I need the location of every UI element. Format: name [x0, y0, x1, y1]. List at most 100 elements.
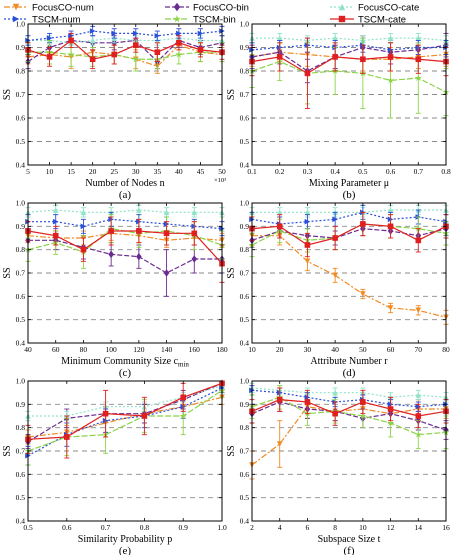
data-point: [415, 307, 422, 314]
x-tick-label: 12: [387, 523, 395, 532]
data-point: [141, 413, 148, 419]
y-tick-label: 0.8: [240, 245, 250, 254]
panel-label: (c): [119, 367, 132, 379]
data-point: [102, 410, 109, 417]
panel-a: 0.4 0.5 0.6 0.7 0.8 0.9 1.0 5 10 15 20 25 30 35 40 45 50…: [2, 20, 226, 202]
data-point: [163, 209, 170, 216]
y-tick-label: 0.8: [16, 67, 26, 76]
data-point: [276, 54, 283, 60]
data-point: [276, 396, 283, 403]
data-point: [89, 37, 96, 44]
data-point: [387, 207, 394, 213]
panel-label: (a): [119, 189, 132, 201]
data-point: [108, 228, 114, 234]
data-point: [387, 54, 394, 60]
data-point: [332, 272, 338, 279]
data-point: [52, 207, 59, 213]
panel-e: 0.40.50.60.70.80.91.00.5 0.6 0.7 0.8 0.9 1.0S…: [2, 377, 227, 555]
legend-label: FocusCO-bin: [193, 3, 249, 14]
x-tick-label: 5: [26, 167, 30, 176]
data-point: [304, 242, 311, 248]
series-tscm-num: [25, 25, 225, 46]
legend-item-tscm-bin: TSCM-bin: [165, 15, 236, 26]
series-focusco-cate: [249, 32, 449, 46]
series-line: [251, 389, 447, 408]
data-point: [415, 413, 422, 419]
series-line: [251, 387, 447, 398]
series-line: [251, 228, 447, 241]
x-tick-label: 20: [276, 345, 284, 354]
x-tick-label: 0.2: [275, 167, 285, 176]
x-tick-label: 50: [359, 345, 367, 354]
series-focusco-cate: [249, 204, 449, 218]
y-tick-label: 0.7: [240, 269, 250, 278]
data-point: [360, 291, 366, 297]
y-tick-label: 0.6: [16, 114, 26, 123]
data-point: [132, 42, 139, 48]
legend-item-focusco-cate: FocusCO-cate: [330, 3, 419, 14]
x-tick-label: 15: [67, 167, 75, 176]
y-tick-label: 0.8: [240, 67, 250, 76]
data-point: [304, 70, 311, 77]
series-line: [251, 44, 446, 51]
legend: FocusCO-num FocusCO-bin FocusCO-cate TSCM-n…: [4, 3, 419, 26]
data-point: [360, 399, 366, 405]
y-tick-label: 0.9: [240, 222, 250, 231]
x-axis-label: Subspace Size t: [318, 534, 381, 545]
x-tick-label: 0.7: [101, 523, 111, 532]
x-tick-label: 10: [46, 167, 54, 176]
data-point: [46, 54, 53, 60]
data-point: [387, 406, 394, 412]
x-tick-label: 40: [175, 167, 183, 176]
x-tick-label: 60: [387, 345, 395, 354]
data-point: [415, 392, 422, 398]
data-point: [89, 28, 96, 34]
series-line: [251, 401, 447, 431]
legend-marker-triangle-down-icon: [12, 3, 20, 11]
series-line: [252, 235, 447, 318]
data-point: [415, 56, 422, 63]
series-line: [27, 382, 223, 440]
data-point: [132, 30, 139, 37]
x-tick-label: 80: [80, 345, 88, 354]
x-tick-label: 60: [52, 345, 60, 354]
y-axis-label: SS: [2, 445, 13, 456]
x-tick-label: 120: [133, 345, 145, 354]
data-point: [80, 223, 87, 230]
y-tick-label: 0.7: [240, 90, 250, 99]
series-line: [251, 44, 447, 72]
data-point: [136, 207, 142, 213]
series-line: [27, 389, 223, 452]
y-tick-label: 0.6: [16, 470, 26, 479]
series-line: [251, 60, 447, 93]
series-tscm-cate: [249, 37, 449, 110]
data-point: [191, 255, 198, 263]
x-tick-label: 4: [278, 523, 282, 532]
data-point: [111, 51, 118, 58]
y-tick-label: 1.0: [240, 199, 250, 208]
x-tick-label: 0.5: [358, 167, 368, 176]
series-focusco-cate: [25, 204, 225, 218]
legend-item-focusco-bin: FocusCO-bin: [165, 3, 249, 14]
y-axis-label: SS: [226, 445, 237, 456]
x-tick-label: 40: [331, 345, 339, 354]
y-axis-label: SS: [2, 89, 13, 100]
x-tick-label: 0.4: [330, 167, 340, 176]
y-tick-label: 0.6: [240, 292, 250, 301]
data-point: [180, 394, 186, 401]
y-tick-label: 0.5: [16, 493, 26, 502]
series-line: [251, 399, 447, 417]
data-point: [387, 35, 394, 41]
y-tick-label: 0.4: [240, 161, 250, 170]
x-tick-label: 10: [248, 345, 256, 354]
series-line: [27, 230, 223, 265]
data-point: [136, 228, 142, 234]
data-point: [163, 230, 170, 237]
series-line: [28, 51, 222, 60]
x-tick-label: 30: [132, 167, 140, 176]
x-tick-label: 160: [189, 345, 201, 354]
x-tick-label: 30: [304, 345, 312, 354]
data-point: [191, 209, 198, 216]
data-point: [52, 232, 59, 239]
